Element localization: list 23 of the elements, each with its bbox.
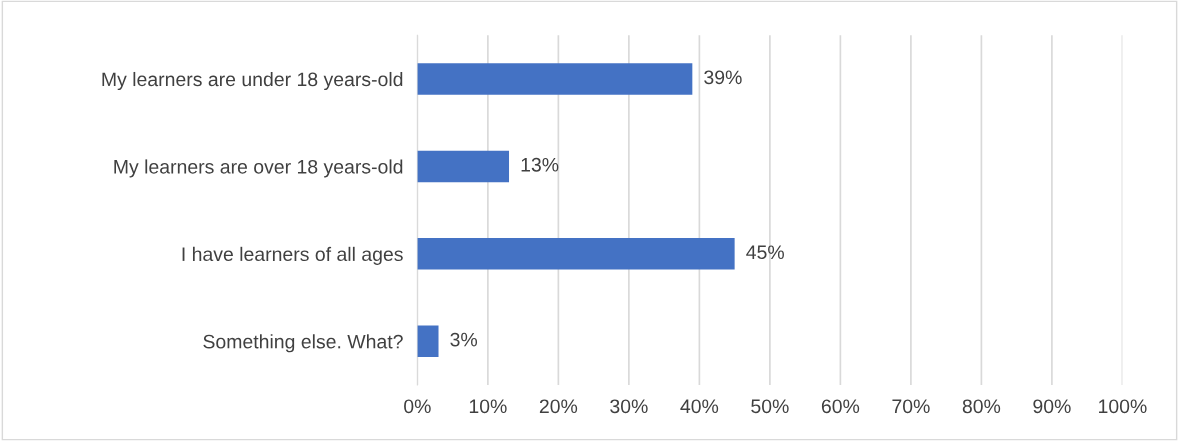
x-tick-label: 40%: [680, 399, 719, 414]
bar: [417, 238, 735, 270]
bar: [417, 150, 510, 183]
data-label: 45%: [746, 245, 784, 260]
y-tick-label: My learners are under 18 years-old: [102, 71, 403, 91]
x-tick-label: 70%: [892, 399, 930, 414]
x-tick-label: 30%: [610, 399, 648, 414]
y-tick-label: I have learners of all ages: [182, 246, 403, 265]
y-tick-label: Something else. What?: [203, 334, 403, 353]
x-tick-label: 60%: [821, 399, 860, 414]
data-label: 39%: [704, 70, 742, 85]
data-label: 3%: [450, 332, 478, 347]
x-tick-label: 100%: [1099, 399, 1147, 414]
x-tick-label: 80%: [962, 399, 1001, 414]
x-tick-label: 0%: [404, 399, 431, 414]
x-tick-label: 90%: [1033, 399, 1071, 414]
y-tick-label: My learners are over 18 years-old: [114, 159, 403, 178]
x-tick-label: 10%: [469, 399, 507, 414]
bar: [417, 63, 693, 95]
x-tick-label: 20%: [539, 399, 578, 414]
data-label: 13%: [521, 157, 559, 172]
x-tick-label: 50%: [751, 399, 789, 414]
bar: [417, 325, 439, 358]
